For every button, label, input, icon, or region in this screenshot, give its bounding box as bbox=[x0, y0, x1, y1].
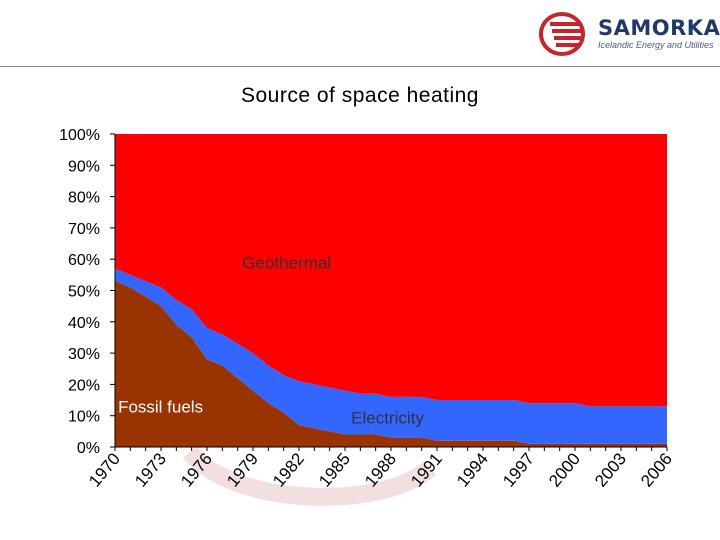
y-tick-label: 10% bbox=[68, 409, 100, 426]
y-tick-label: 50% bbox=[68, 284, 100, 301]
samorka-logo: SAMORKA Icelandic Energy and Utilities bbox=[536, 10, 720, 58]
logo-name: SAMORKA bbox=[598, 16, 720, 40]
y-tick-label: 30% bbox=[68, 346, 100, 363]
y-tick-label: 60% bbox=[68, 252, 100, 269]
y-tick-label: 0% bbox=[77, 440, 100, 457]
samorka-emblem-icon bbox=[539, 12, 585, 56]
x-tick-label: 2006 bbox=[637, 449, 676, 490]
y-tick-label: 90% bbox=[68, 158, 100, 175]
x-tick-label: 1994 bbox=[453, 449, 492, 490]
y-tick-label: 100% bbox=[59, 127, 100, 144]
x-tick-label: 2000 bbox=[545, 449, 584, 490]
y-tick-label: 70% bbox=[68, 221, 100, 238]
y-tick-label: 40% bbox=[68, 315, 100, 332]
x-tick-label: 1997 bbox=[499, 449, 538, 490]
header-divider bbox=[0, 66, 720, 67]
x-tick-label: 1991 bbox=[407, 449, 446, 490]
y-tick-label: 80% bbox=[68, 190, 100, 207]
area-fossil-fuels bbox=[115, 281, 667, 447]
annotation-electricity: Electricity bbox=[351, 409, 424, 428]
chart-title: Source of space heating bbox=[241, 84, 479, 107]
area-geothermal bbox=[115, 134, 667, 407]
annotation-fossil-fuels: Fossil fuels bbox=[118, 398, 203, 417]
area-electricity bbox=[115, 268, 667, 444]
x-tick-label: 1985 bbox=[315, 449, 354, 490]
x-tick-label: 2003 bbox=[591, 449, 630, 490]
x-tick-label: 1973 bbox=[131, 449, 170, 490]
logo-tagline: Icelandic Energy and Utilities bbox=[598, 40, 714, 50]
y-tick-label: 20% bbox=[68, 377, 100, 394]
x-tick-label: 1982 bbox=[269, 449, 308, 490]
annotation-geothermal: Geothermal bbox=[242, 254, 331, 273]
watermark-swirl bbox=[182, 446, 436, 506]
